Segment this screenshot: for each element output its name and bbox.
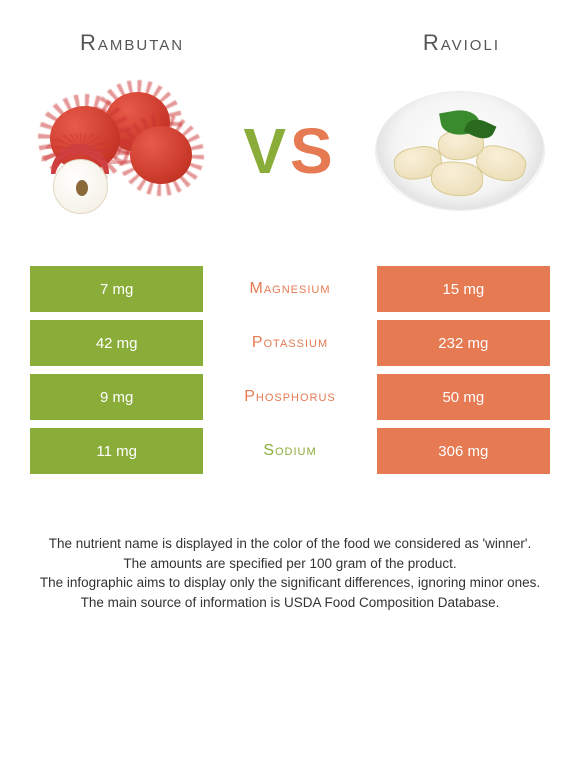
- nutrient-label: Potassium: [203, 320, 376, 366]
- footer-notes: The nutrient name is displayed in the co…: [30, 534, 550, 612]
- left-value-cell: 7 mg: [30, 266, 203, 312]
- left-value-cell: 11 mg: [30, 428, 203, 474]
- right-value-cell: 306 mg: [377, 428, 550, 474]
- left-value-cell: 42 mg: [30, 320, 203, 366]
- left-value-cell: 9 mg: [30, 374, 203, 420]
- footer-line: The infographic aims to display only the…: [35, 573, 545, 593]
- right-food-image: [370, 86, 550, 216]
- right-value-cell: 232 mg: [377, 320, 550, 366]
- footer-line: The amounts are specified per 100 gram o…: [35, 554, 545, 574]
- vs-v: V: [243, 115, 290, 187]
- vs-s: S: [290, 115, 337, 187]
- table-row: 9 mgPhosphorus50 mg: [30, 374, 550, 420]
- nutrient-label: Phosphorus: [203, 374, 376, 420]
- right-value-cell: 50 mg: [377, 374, 550, 420]
- hero-row: VS: [30, 86, 550, 216]
- right-value-cell: 15 mg: [377, 266, 550, 312]
- footer-line: The main source of information is USDA F…: [35, 593, 545, 613]
- vs-label: VS: [243, 114, 336, 188]
- comparison-table: 7 mgMagnesium15 mg 42 mgPotassium232 mg 9 …: [30, 266, 550, 474]
- table-row: 42 mgPotassium232 mg: [30, 320, 550, 366]
- right-food-title: Ravioli: [423, 30, 500, 56]
- nutrient-label: Sodium: [203, 428, 376, 474]
- footer-line: The nutrient name is displayed in the co…: [35, 534, 545, 554]
- table-row: 7 mgMagnesium15 mg: [30, 266, 550, 312]
- table-row: 11 mgSodium306 mg: [30, 428, 550, 474]
- nutrient-label: Magnesium: [203, 266, 376, 312]
- header: Rambutan Ravioli: [30, 30, 550, 56]
- left-food-title: Rambutan: [80, 30, 184, 56]
- left-food-image: [30, 86, 210, 216]
